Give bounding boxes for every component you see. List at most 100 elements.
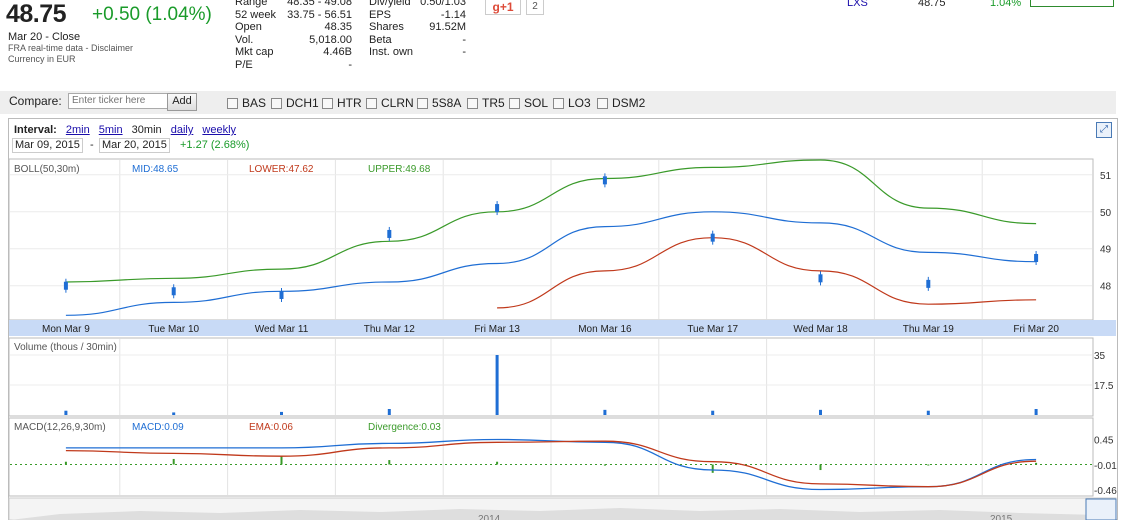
- interval-5min[interactable]: 5min: [98, 124, 123, 136]
- compare-ticker-label: DCH1: [286, 96, 319, 110]
- compare-label: Compare:: [9, 94, 62, 108]
- add-ticker-button[interactable]: Add: [167, 93, 197, 111]
- stat-value: 5,018.00: [309, 33, 352, 46]
- stat-value: 48.35 - 49.08: [287, 0, 352, 8]
- price-candle-body: [387, 229, 392, 238]
- stat-value: -: [462, 46, 466, 58]
- currency-note: Currency in EUR: [8, 54, 76, 64]
- boll-lower-label: LOWER:47.62: [249, 164, 314, 175]
- x-axis-day-label: Wed Mar 11: [255, 324, 309, 335]
- range-change: +1.27 (2.68%): [180, 139, 250, 151]
- boll-lines: [65, 159, 1037, 316]
- compare-ticker-label: LO3: [568, 96, 591, 110]
- stat-value: -: [348, 58, 352, 71]
- compare-item-dsm2[interactable]: DSM2: [597, 96, 645, 110]
- checkbox[interactable]: [467, 97, 478, 109]
- x-axis-day-label: Wed Mar 18: [793, 324, 848, 335]
- stats-column-1: Range 48.35 - 49.08 52 week 33.75 - 56.51 …: [235, 0, 352, 76]
- volume-bar: [387, 409, 391, 415]
- boll-upper-line: [65, 159, 1037, 283]
- macd-label: MACD(12,26,9,30m): [14, 422, 106, 433]
- compare-item-clrn[interactable]: CLRN: [366, 96, 414, 110]
- volume-y-ticks: 17.5 35: [1094, 351, 1114, 392]
- checkbox[interactable]: [271, 97, 282, 109]
- checkbox[interactable]: [322, 97, 333, 109]
- macd-histogram-bar: [927, 464, 930, 466]
- stat-label: Inst. own: [369, 46, 414, 58]
- price-candle-body: [171, 287, 176, 296]
- macd-tick-label: -0.46: [1094, 486, 1117, 497]
- expand-chart-icon[interactable]: ⤢: [1096, 122, 1112, 138]
- checkbox[interactable]: [597, 97, 608, 109]
- macd-histogram-bar: [280, 456, 283, 465]
- stat-value: 48.35: [324, 21, 352, 33]
- compare-ticker-label: HTR: [337, 96, 362, 110]
- interval-2min[interactable]: 2min: [65, 124, 90, 136]
- compare-item-tr5[interactable]: TR5: [467, 96, 505, 110]
- google-plus-count: 2: [526, 0, 544, 15]
- macd-histogram-bar: [172, 458, 175, 465]
- compare-ticker-label: DSM2: [612, 96, 646, 110]
- google-plus-button[interactable]: g+1: [485, 0, 521, 15]
- x-axis-day-label: Thu Mar 19: [903, 324, 955, 335]
- end-date-input[interactable]: Mar 20, 2015: [99, 138, 170, 153]
- macd-histogram-bar: [819, 464, 822, 471]
- macd-ema-label: EMA:0.06: [249, 422, 293, 433]
- checkbox[interactable]: [553, 97, 564, 109]
- price-tick-label: 50: [1100, 208, 1112, 219]
- disclaimer-text[interactable]: FRA real-time data - Disclaimer: [8, 43, 134, 53]
- checkbox[interactable]: [417, 97, 428, 109]
- overview-area: [10, 508, 1115, 520]
- overview-year-2015: 2015: [990, 514, 1013, 520]
- x-axis-day-label: Tue Mar 10: [148, 324, 199, 335]
- compare-item-bas[interactable]: BAS: [227, 96, 266, 110]
- price-y-ticks: 48 49 50 51: [1100, 171, 1112, 293]
- compare-item-lo3[interactable]: LO3: [553, 96, 591, 110]
- macd-gridlines: [119, 419, 983, 495]
- price-candle-body: [1034, 253, 1039, 262]
- price-candles: [63, 173, 1039, 302]
- compare-item-dch1[interactable]: DCH1: [271, 96, 319, 110]
- date-separator: -: [90, 139, 94, 151]
- interval-weekly[interactable]: weekly: [202, 124, 237, 136]
- macd-histogram-bar: [1035, 462, 1038, 465]
- macd-tick-label: 0.45: [1094, 436, 1114, 447]
- related-price: 48.75: [918, 0, 946, 9]
- boll-label: BOLL(50,30m): [14, 164, 80, 175]
- compare-ticker-input[interactable]: [68, 93, 168, 109]
- volume-bar: [819, 409, 822, 415]
- start-date-input[interactable]: Mar 09, 2015: [12, 138, 83, 153]
- price-candle-body: [818, 274, 823, 283]
- macd-histogram-bar: [603, 464, 606, 466]
- related-ticker[interactable]: LXS: [847, 0, 868, 9]
- compare-item-htr[interactable]: HTR: [322, 96, 362, 110]
- compare-item-5s8a[interactable]: 5S8A: [417, 96, 461, 110]
- checkbox[interactable]: [509, 97, 520, 109]
- stat-label: P/E: [235, 58, 253, 71]
- volume-bar: [64, 410, 68, 415]
- volume-bar: [495, 355, 499, 415]
- boll-mid-line: [65, 211, 1037, 316]
- stat-label: 52 week: [235, 8, 276, 21]
- price-tick-label: 48: [1100, 282, 1112, 293]
- macd-y-ticks: 0.45 -0.01 -0.46: [1094, 436, 1117, 497]
- checkbox[interactable]: [227, 97, 238, 109]
- macd-ema-line: [65, 440, 1037, 488]
- overview-window-handle[interactable]: [1085, 498, 1117, 520]
- price-gridlines: [10, 160, 1092, 319]
- stat-label: Range: [235, 0, 268, 8]
- interval-30min: 30min: [131, 124, 162, 136]
- stat-label: Shares: [369, 21, 404, 33]
- stat-value: -: [462, 33, 466, 46]
- compare-item-sol[interactable]: SOL: [509, 96, 548, 110]
- volume-bar: [1034, 409, 1038, 415]
- stat-value: -1.14: [440, 8, 466, 21]
- price-candle-body: [602, 176, 607, 185]
- macd-histogram-bar: [496, 461, 499, 465]
- x-axis-day-label: Thu Mar 12: [364, 324, 416, 335]
- interval-daily[interactable]: daily: [170, 124, 194, 136]
- macd-tick-label: -0.01: [1094, 461, 1117, 472]
- checkbox[interactable]: [366, 97, 377, 109]
- volume-gridlines: [10, 339, 1092, 415]
